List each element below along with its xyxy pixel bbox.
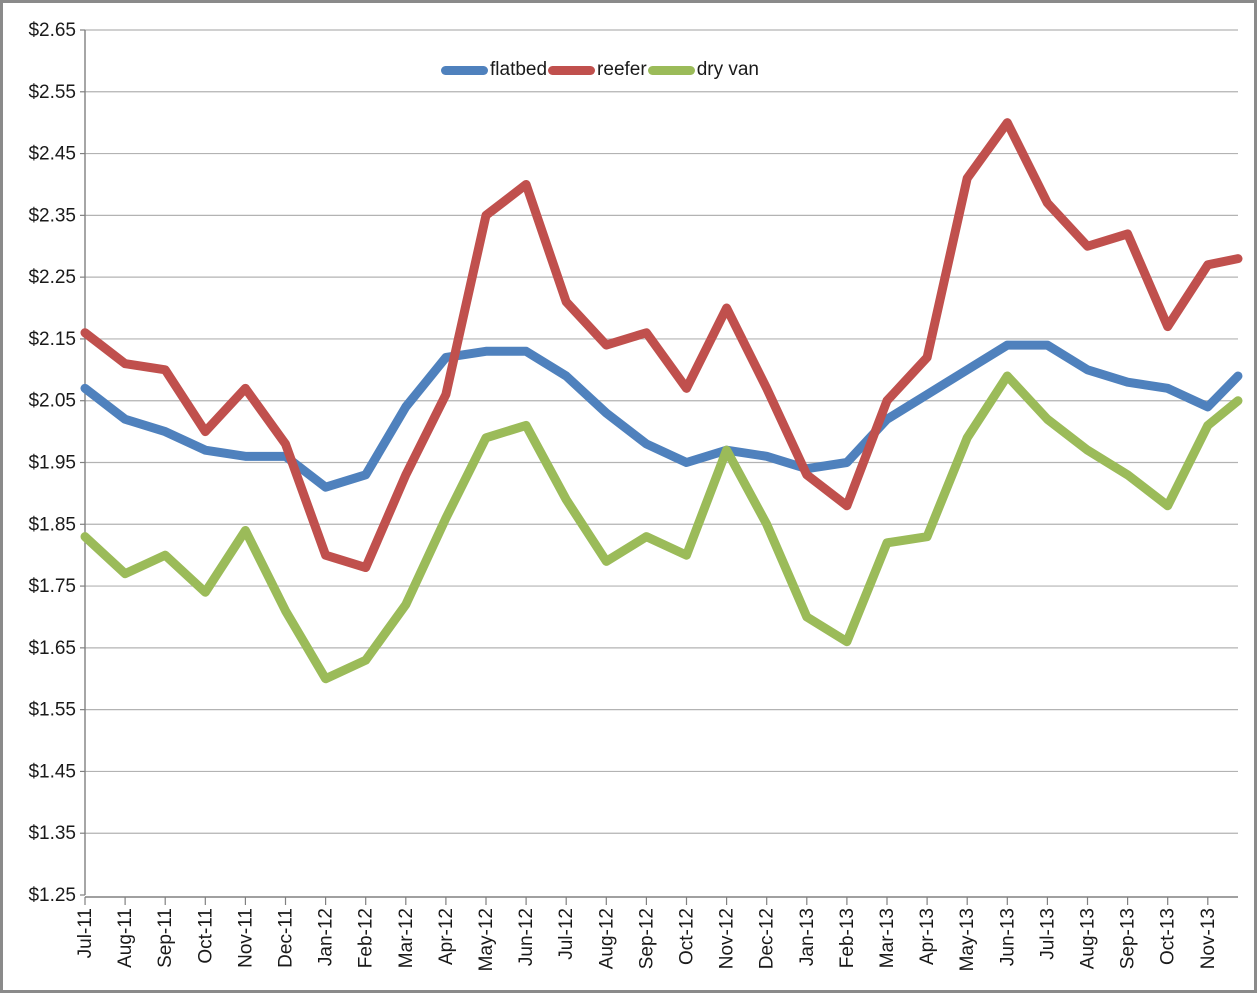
- x-tick-label: Jul-13: [1037, 908, 1058, 960]
- y-tick-label: $2.25: [28, 267, 76, 288]
- x-axis: Jul-11 Aug-11 Sep-11 Oct-11 Nov-11 Dec-11 Jan-…: [75, 896, 1238, 971]
- x-tick-label: Jul-12: [556, 908, 577, 960]
- gridlines: [85, 29, 1238, 834]
- flatbed-line: [80, 340, 1243, 492]
- legend-item-reefer[interactable]: reefer: [548, 59, 647, 81]
- x-tick-label: Jun-13: [997, 908, 1018, 966]
- series-lines: [80, 118, 1243, 684]
- dry-van-line-swatch-icon: [647, 65, 695, 75]
- y-tick-label: $2.65: [28, 20, 76, 41]
- reefer-line-swatch-icon: [548, 65, 596, 75]
- x-tick-label: Sep-13: [1118, 908, 1139, 969]
- y-tick-label: $1.85: [28, 514, 76, 535]
- y-tick-label: $2.15: [28, 329, 76, 350]
- legend: flatbed reefer dry van: [441, 59, 760, 81]
- x-tick-label: Jul-11: [75, 908, 96, 958]
- y-axis: $1.25 $1.35 $1.45 $1.55 $1.65 $1.75 $1.85 $1.95…: [28, 20, 86, 906]
- y-tick-label: $1.75: [28, 576, 76, 597]
- x-tick-label: Aug-11: [115, 908, 136, 968]
- x-tick-label: May-12: [476, 908, 497, 971]
- x-tick-label: Jan-12: [316, 908, 337, 966]
- legend-item-dryvan[interactable]: dry van: [647, 59, 759, 81]
- dry-van-line: [80, 371, 1243, 684]
- x-tick-label: Jun-12: [516, 908, 537, 966]
- y-tick-label: $1.25: [28, 885, 76, 906]
- x-tick-label: Oct-12: [677, 908, 698, 965]
- x-tick-label: Sep-11: [155, 908, 176, 968]
- y-tick-label: $1.45: [28, 761, 76, 782]
- y-tick-label: $1.55: [28, 700, 76, 721]
- x-tick-label: Dec-11: [276, 908, 297, 968]
- x-tick-label: Apr-13: [917, 908, 938, 965]
- x-tick-label: Apr-12: [436, 908, 457, 965]
- x-tick-label: Nov-13: [1198, 908, 1219, 969]
- line-chart: $1.25 $1.35 $1.45 $1.55 $1.65 $1.75 $1.85 $1.95…: [28, 20, 1243, 971]
- y-tick-label: $2.35: [28, 205, 76, 226]
- y-tick-label: $2.45: [28, 144, 76, 165]
- y-tick-label: $2.05: [28, 391, 76, 412]
- legend-label-reefer: reefer: [597, 59, 647, 80]
- x-tick-label: Oct-13: [1158, 908, 1179, 965]
- x-tick-label: Nov-11: [235, 908, 256, 968]
- x-tick-label: Mar-12: [396, 908, 417, 968]
- reefer-line: [80, 118, 1243, 573]
- x-tick-label: Jan-13: [797, 908, 818, 966]
- x-tick-label: Nov-12: [717, 908, 738, 969]
- x-tick-label: Oct-11: [195, 908, 216, 964]
- y-tick-label: $2.55: [28, 82, 76, 103]
- y-tick-label: $1.35: [28, 823, 76, 844]
- x-tick-label: Mar-13: [877, 908, 898, 968]
- legend-label-dryvan: dry van: [696, 59, 759, 80]
- x-tick-label: Sep-12: [636, 908, 657, 969]
- flatbed-line-swatch-icon: [441, 65, 488, 75]
- y-tick-label: $1.95: [28, 453, 76, 474]
- y-tick-label: $1.65: [28, 638, 76, 659]
- legend-label-flatbed: flatbed: [490, 59, 548, 80]
- legend-item-flatbed[interactable]: flatbed: [441, 59, 547, 81]
- x-tick-label: Aug-13: [1078, 908, 1099, 969]
- x-tick-label: Aug-12: [596, 908, 617, 969]
- x-tick-label: Feb-12: [356, 908, 377, 968]
- x-tick-label: May-13: [957, 908, 978, 971]
- x-tick-label: Feb-13: [837, 908, 858, 968]
- x-tick-label: Dec-12: [757, 908, 778, 969]
